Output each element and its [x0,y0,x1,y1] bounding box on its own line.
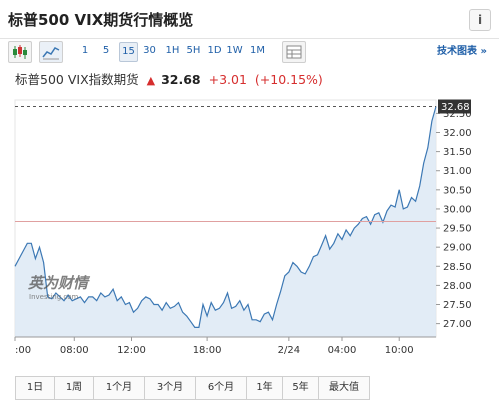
interval-button-1d[interactable]: 1D [207,45,222,56]
price-change: +3.01 [208,72,247,87]
x-tick-label: 08:00 [60,345,89,356]
x-tick-label: 04:00 [328,345,357,356]
y-tick-label: 27.50 [443,300,472,311]
y-tick-label: 27.00 [443,319,472,330]
price-chart[interactable]: 英为财情 Investing.com 27.0027.5028.0028.502… [0,92,499,364]
range-button-max[interactable]: 最大值 [319,377,369,399]
range-button-1d[interactable]: 1日 [16,377,55,399]
price-line [14,106,437,328]
x-tick-label: 18:00 [193,345,222,356]
y-tick-label: 31.00 [443,166,472,177]
x-tick-label: 12:00 [117,345,146,356]
x-axis: :00 08:00 12:00 18:00 2/24 04:00 10:00 [14,336,436,356]
instrument-name: 标普500 VIX指数期货 [15,72,139,87]
y-tick-label: 31.50 [443,147,472,158]
watermark-sub: Investing.com [29,293,79,301]
x-tick-label: 2/24 [278,345,300,356]
interval-button-1m[interactable]: 1M [250,45,265,56]
watermark-brand: 英为财情 [27,274,91,292]
y-tick-label: 30.50 [443,185,472,196]
range-button-1y[interactable]: 1年 [247,377,283,399]
y-axis: 27.00 27.50 28.00 28.50 29.00 29.50 30.00 30.50… [436,109,472,330]
last-price-badge [438,99,471,114]
interval-button-1h[interactable]: 1H [165,45,180,56]
range-button-5y[interactable]: 5年 [283,377,319,399]
technical-chart-link[interactable]: 技术图表 » [437,46,487,57]
y-tick-label: 32.00 [443,128,472,139]
y-tick-label: 30.00 [443,204,472,215]
interval-button-5h[interactable]: 5H [186,45,201,56]
interval-button-1[interactable]: 1 [81,45,89,56]
last-price-label: 32.68 [438,99,471,114]
range-button-1m[interactable]: 1个月 [94,377,145,399]
candlestick-icon[interactable] [8,41,32,63]
time-range-selector: 1日 1周 1个月 3个月 6个月 1年 5年 最大值 [15,376,370,400]
range-button-6m[interactable]: 6个月 [196,377,247,399]
area-fill [15,106,436,337]
up-arrow-icon: ▲ [146,74,156,87]
investing-watermark: 英为财情 Investing.com [27,274,91,301]
last-price: 32.68 [161,72,201,87]
price-change-percent: (+10.15%) [254,72,323,87]
interval-button-30[interactable]: 30 [143,45,156,56]
interval-button-5[interactable]: 5 [102,45,110,56]
range-button-1w[interactable]: 1周 [55,377,94,399]
area-chart-icon[interactable] [39,41,63,63]
y-tick-label: 28.00 [443,281,472,292]
title-bar: 标普500 VIX期货行情概览 i [0,0,499,39]
y-tick-label: 32.50 [443,109,472,120]
range-button-3m[interactable]: 3个月 [145,377,196,399]
x-tick-label: :00 [15,345,31,356]
y-tick-label: 29.00 [443,243,472,254]
info-icon[interactable]: i [469,9,491,31]
interval-button-1w[interactable]: 1W [226,45,243,56]
y-tick-label: 28.50 [443,262,472,273]
y-tick-label: 29.50 [443,224,472,235]
interval-button-15[interactable]: 15 [119,42,138,62]
table-icon[interactable] [282,41,306,63]
chart-toolbar: 1 5 15 30 1H 5H 1D 1W 1M 技术图表 » [8,39,491,63]
last-price-badge-text: 32.68 [441,102,470,113]
page-title: 标普500 VIX期货行情概览 [8,11,194,29]
x-tick-label: 10:00 [385,345,414,356]
quote-summary: 标普500 VIX指数期货 ▲ 32.68 +3.01 (+10.15%) [15,69,323,88]
